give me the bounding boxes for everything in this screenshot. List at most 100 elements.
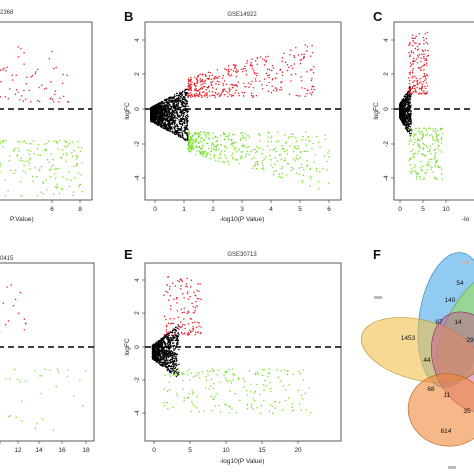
panel-b-y-tick: 0	[134, 107, 141, 111]
data-point-down	[49, 369, 51, 372]
data-point-down	[205, 379, 208, 381]
data-point-up	[420, 57, 422, 59]
data-point-down	[189, 139, 191, 141]
data-point-up	[218, 95, 221, 98]
data-point-up	[183, 318, 185, 320]
data-point-up	[255, 74, 258, 77]
data-point-down	[54, 186, 57, 188]
data-point-up	[199, 80, 202, 83]
data-point-ns	[170, 331, 172, 333]
data-point-ns	[159, 109, 161, 111]
data-point-ns	[163, 354, 166, 356]
data-point-ns	[170, 358, 172, 360]
data-point-down	[281, 177, 284, 179]
data-point-ns	[154, 105, 157, 108]
data-point-up	[170, 305, 172, 307]
data-point-down	[203, 132, 206, 134]
data-point-ns	[173, 336, 175, 339]
data-point-down	[284, 157, 286, 160]
data-point-ns	[179, 91, 181, 94]
data-point-ns	[175, 111, 177, 114]
data-point-up	[271, 79, 274, 81]
data-point-up	[253, 70, 255, 72]
data-point-up	[222, 90, 225, 93]
data-point-down	[213, 155, 215, 157]
data-point-ns	[166, 369, 169, 371]
data-point-down	[416, 172, 419, 174]
data-point-up	[421, 53, 423, 55]
data-point-down	[408, 128, 411, 130]
data-point-down	[295, 140, 298, 142]
data-point-up	[19, 291, 22, 294]
data-point-down	[163, 405, 166, 407]
data-point-ns	[155, 104, 157, 106]
data-point-down	[13, 368, 16, 371]
data-point-down	[56, 368, 59, 370]
panel-e-y-ticks: 4 2 0 -2 -4	[134, 278, 145, 416]
data-point-down	[246, 408, 249, 410]
data-point-ns	[172, 105, 174, 107]
data-point-down	[190, 150, 192, 153]
data-point-ns	[174, 125, 177, 128]
data-point-up	[246, 59, 249, 62]
data-point-down	[425, 154, 427, 157]
data-point-down	[280, 380, 282, 383]
data-point-up	[188, 86, 190, 88]
data-point-down	[236, 159, 239, 161]
data-point-up	[167, 299, 170, 301]
data-point-down	[278, 401, 281, 403]
panel-c-y-ticks: 4 2 0 -2 -4	[383, 38, 394, 181]
data-point-up	[188, 329, 191, 331]
data-point-up	[232, 63, 235, 66]
data-point-up	[209, 95, 211, 97]
data-point-up	[7, 97, 10, 100]
data-point-up	[416, 79, 419, 82]
data-point-up	[45, 87, 47, 89]
data-point-down	[283, 369, 286, 371]
data-point-ns	[152, 121, 154, 123]
data-point-down	[207, 152, 209, 154]
data-point-down	[434, 164, 436, 166]
data-point-up	[408, 72, 411, 74]
data-point-up	[266, 74, 269, 77]
data-point-down	[420, 153, 423, 155]
data-point-down	[84, 370, 87, 372]
data-point-down	[52, 164, 55, 166]
data-point-down	[328, 182, 330, 185]
data-point-down	[300, 163, 303, 166]
data-point-ns	[164, 111, 166, 113]
data-point-down	[268, 368, 271, 370]
data-point-up	[267, 90, 270, 93]
data-point-ns	[167, 347, 170, 350]
data-point-down	[9, 378, 11, 380]
data-point-ns	[155, 348, 158, 351]
data-point-up	[186, 292, 189, 295]
data-point-down	[23, 165, 25, 167]
data-point-down	[27, 160, 30, 162]
data-point-up	[206, 94, 208, 96]
data-point-ns	[161, 118, 164, 120]
data-point-down	[438, 166, 440, 169]
data-point-down	[67, 144, 69, 147]
data-point-ns	[168, 338, 170, 341]
data-point-down	[270, 137, 272, 140]
data-point-ns	[410, 110, 412, 113]
data-point-up	[11, 79, 14, 81]
data-point-down	[9, 414, 12, 417]
data-point-ns	[167, 344, 170, 346]
data-point-up	[216, 80, 219, 83]
data-point-up	[38, 100, 41, 103]
panel-b-points	[150, 44, 330, 190]
data-point-up	[167, 333, 169, 336]
data-point-ns	[170, 96, 172, 98]
data-point-down	[437, 139, 439, 141]
data-point-ns	[404, 127, 407, 130]
data-point-ns	[169, 130, 172, 133]
data-point-down	[194, 375, 197, 377]
data-point-down	[434, 166, 437, 168]
panel-c-x-label: -lo	[462, 216, 470, 223]
data-point-up	[418, 87, 421, 90]
panel-b-x-tick: 3	[240, 206, 244, 213]
data-point-down	[223, 150, 226, 152]
data-point-down	[200, 151, 203, 153]
